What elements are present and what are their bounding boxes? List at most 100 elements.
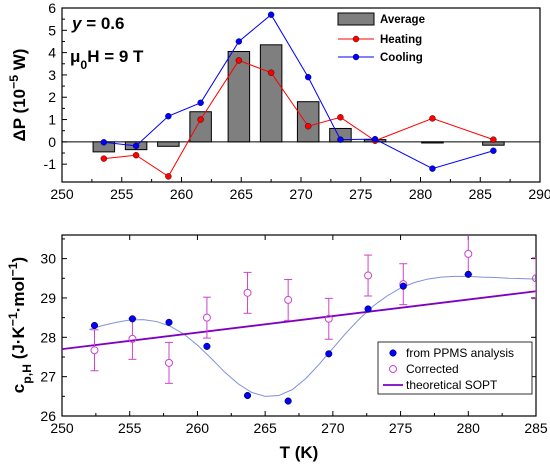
corrected-point bbox=[364, 271, 373, 280]
top-xtick-label: 285 bbox=[469, 186, 493, 202]
cooling-point bbox=[267, 11, 275, 18]
cooling-point bbox=[100, 139, 108, 146]
bottom-xtick-label: 250 bbox=[50, 420, 74, 436]
heating-point bbox=[429, 115, 436, 122]
cooling-point bbox=[371, 135, 379, 143]
corrected-point bbox=[324, 314, 333, 323]
bottom-xtick-label: 280 bbox=[457, 420, 481, 436]
ppms-point bbox=[128, 315, 136, 323]
ppms-point bbox=[90, 321, 99, 330]
cooling-point bbox=[429, 165, 436, 172]
bottom-plot-area bbox=[62, 235, 536, 405]
legend-heating-label: Heating bbox=[380, 34, 422, 46]
top-xtick-label: 260 bbox=[170, 186, 194, 202]
ppms-point bbox=[399, 282, 407, 290]
fit-curve bbox=[88, 275, 536, 397]
theoretical-sopt-line bbox=[62, 290, 536, 351]
cooling-point bbox=[304, 73, 312, 81]
heating-point bbox=[235, 57, 243, 64]
ppms-point bbox=[243, 391, 252, 400]
bottom-xtick-label: 270 bbox=[321, 420, 345, 436]
corrected-point bbox=[202, 313, 211, 322]
top-xtick-label: 270 bbox=[289, 186, 313, 202]
legend-heating-marker bbox=[352, 35, 360, 43]
legend-average-swatch bbox=[337, 12, 375, 26]
cooling-point bbox=[337, 136, 344, 143]
legend-cooling-marker bbox=[352, 53, 360, 61]
bottom-xtick-label: 255 bbox=[118, 420, 142, 436]
average-bar bbox=[157, 141, 180, 147]
average-bar bbox=[421, 141, 444, 144]
average-bar bbox=[259, 44, 283, 143]
average-bar bbox=[296, 101, 320, 143]
corrected-point bbox=[284, 295, 293, 304]
corrected-point bbox=[90, 346, 99, 355]
legend-corrected-marker bbox=[389, 365, 397, 373]
ppms-point bbox=[284, 397, 292, 405]
cooling-point bbox=[235, 38, 243, 45]
bottom-xtick-label: 265 bbox=[253, 420, 277, 436]
heating-point bbox=[304, 123, 312, 130]
top-xtick-label: 280 bbox=[409, 186, 433, 202]
top-ytick-label: 6 bbox=[48, 0, 56, 16]
corrected-point bbox=[164, 358, 173, 367]
corrected-point bbox=[532, 274, 536, 283]
cooling-point bbox=[132, 142, 140, 150]
corrected-point bbox=[243, 288, 252, 297]
ppms-point bbox=[165, 318, 173, 326]
ppms-point bbox=[203, 342, 211, 350]
top-y-axis-label: ΔP (10−5 W) bbox=[7, 49, 29, 142]
bottom-xtick-label: 260 bbox=[186, 420, 210, 436]
top-ytick-label: 1 bbox=[48, 112, 56, 128]
top-xtick-label: 275 bbox=[349, 186, 373, 202]
top-ytick-label: 2 bbox=[48, 89, 56, 105]
corrected-point bbox=[464, 249, 473, 258]
legend-ppms-label: from PPMS analysis bbox=[406, 346, 514, 360]
bottom-ytick-label: 29 bbox=[40, 290, 56, 306]
ppms-point bbox=[325, 350, 333, 358]
top-ytick-label: 0 bbox=[48, 134, 56, 150]
heating-point bbox=[267, 69, 275, 76]
top-ytick-label: 5 bbox=[48, 22, 56, 38]
bottom-ytick-label: 28 bbox=[40, 329, 56, 345]
legend-ppms-marker bbox=[389, 349, 397, 357]
legend-cooling-label: Cooling bbox=[380, 52, 423, 64]
heating-point bbox=[337, 114, 344, 121]
bottom-xtick-label: 275 bbox=[389, 420, 413, 436]
corrected-point bbox=[128, 334, 137, 343]
legend-sopt-label: theoretical SOPT bbox=[406, 378, 498, 392]
bottom-panel: 250 255 260 265 270 275 280 285 26 27 28 29 30 from P… bbox=[6, 234, 548, 462]
bottom-ytick-label: 27 bbox=[40, 369, 56, 385]
legend-average-label: Average bbox=[380, 14, 425, 26]
heating-point bbox=[490, 136, 497, 143]
bottom-ytick-label: 26 bbox=[40, 408, 56, 424]
annotation-composition: y = 0.6 bbox=[71, 14, 124, 33]
top-xtick-label: 290 bbox=[528, 186, 550, 202]
heating-point bbox=[197, 116, 204, 123]
ppms-point bbox=[464, 270, 472, 278]
top-xtick-label: 255 bbox=[110, 186, 134, 202]
bottom-xtick-label: 285 bbox=[524, 420, 548, 436]
heating-point bbox=[100, 155, 108, 162]
bottom-legend-box bbox=[377, 341, 533, 395]
top-panel: 250 255 260 265 270 275 280 285 290 -1 0 1 2 3 4 5 6 y = … bbox=[7, 0, 550, 202]
cooling-point bbox=[490, 147, 497, 154]
heating-point bbox=[132, 152, 140, 159]
top-ytick-label: -1 bbox=[44, 156, 57, 172]
top-ytick-label: 3 bbox=[48, 67, 56, 83]
bottom-y-axis-label: cp,H (J·K−1·mol−1) bbox=[6, 257, 34, 393]
top-ytick-label: 4 bbox=[48, 45, 56, 61]
annotation-field: μ0H = 9 T bbox=[70, 47, 144, 72]
bottom-x-axis-label: T (K) bbox=[280, 443, 319, 462]
cooling-point bbox=[197, 99, 204, 107]
bottom-ytick-label: 30 bbox=[40, 251, 56, 267]
top-xtick-label: 265 bbox=[230, 186, 254, 202]
heating-point bbox=[165, 173, 172, 180]
ppms-point bbox=[364, 305, 372, 313]
legend-corrected-label: Corrected bbox=[406, 362, 459, 376]
average-bar bbox=[189, 111, 212, 143]
average-bar bbox=[227, 51, 251, 143]
cooling-point bbox=[165, 112, 172, 120]
top-xtick-label: 250 bbox=[50, 186, 74, 202]
